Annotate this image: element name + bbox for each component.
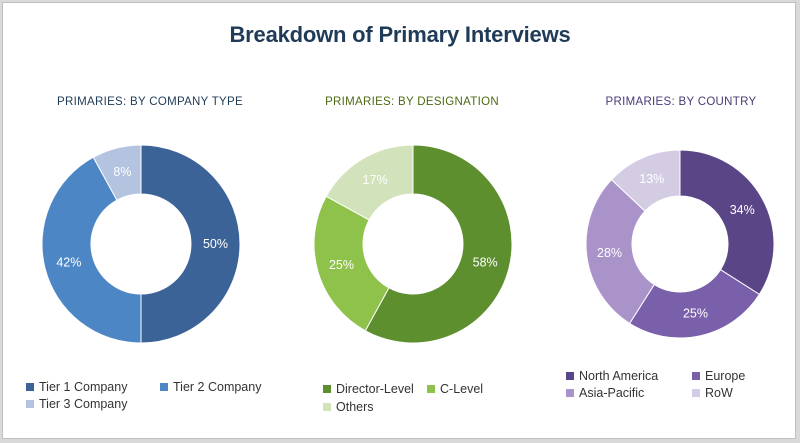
legend-swatch [692, 389, 700, 397]
legend-item-europe: Europe [692, 369, 745, 383]
subtitle-designation: PRIMARIES: BY DESIGNATION [325, 96, 499, 108]
legend-item-others: Others [323, 400, 374, 414]
legend-label: Others [336, 400, 374, 414]
legend-swatch [160, 383, 168, 391]
data-label-row: 13% [639, 172, 664, 186]
legend-swatch [26, 400, 34, 408]
slice-row [610, 149, 681, 212]
legend-swatch [323, 385, 331, 393]
chart-frame [2, 2, 796, 439]
slice-others [325, 144, 414, 221]
slice-director-level [364, 144, 513, 344]
legend-swatch [26, 383, 34, 391]
legend-label: Director-Level [336, 382, 414, 396]
legend-label: North America [579, 369, 659, 383]
legend-label: Tier 2 Company [173, 380, 262, 394]
data-label-tier-1-company: 50% [203, 237, 228, 251]
legend-swatch [427, 385, 435, 393]
legend-item-tier-2: Tier 2 Company [160, 380, 261, 394]
slice-tier-2-company [41, 156, 142, 344]
data-label-north-america: 34% [730, 203, 755, 217]
data-label-asia-pacific: 28% [597, 246, 622, 260]
data-label-director-level: 58% [473, 256, 498, 270]
slice-c-level [313, 195, 390, 332]
data-label-europe: 25% [683, 306, 708, 320]
slice-north-america [679, 149, 775, 296]
slice-europe [628, 269, 761, 339]
slice-asia-pacific [585, 178, 655, 325]
data-label-others: 17% [363, 173, 388, 187]
data-label-tier-3-company: 8% [113, 165, 131, 179]
legend-label: Tier 3 Company [39, 397, 128, 411]
legend-item-tier-1: Tier 1 Company [26, 380, 127, 394]
legend-item-c-level: C-Level [427, 382, 483, 396]
legend-label: RoW [705, 386, 733, 400]
legend-item-asia-pacific: Asia-Pacific [566, 386, 644, 400]
subtitle-country: PRIMARIES: BY COUNTRY [605, 96, 757, 108]
legend-item-tier-3: Tier 3 Company [26, 397, 127, 411]
data-label-tier-2-company: 42% [56, 256, 81, 270]
legend-swatch [323, 403, 331, 411]
legend-swatch [566, 372, 574, 380]
legend-item-director-level: Director-Level [323, 382, 414, 396]
legend-item-row: RoW [692, 386, 733, 400]
slice-tier-3-company [92, 144, 142, 201]
legend-label: Europe [705, 369, 746, 383]
legend-label: Asia-Pacific [579, 386, 645, 400]
legend-swatch [692, 372, 700, 380]
chart-title: Breakdown of Primary Interviews [229, 22, 571, 47]
data-label-c-level: 25% [329, 258, 354, 272]
slice-tier-1-company [140, 144, 241, 344]
subtitle-company-type: PRIMARIES: BY COMPANY TYPE [57, 96, 243, 108]
legend-label: Tier 1 Company [39, 380, 128, 394]
legend-item-north-america: North America [566, 369, 658, 383]
legend-swatch [566, 389, 574, 397]
legend-label: C-Level [440, 382, 484, 396]
